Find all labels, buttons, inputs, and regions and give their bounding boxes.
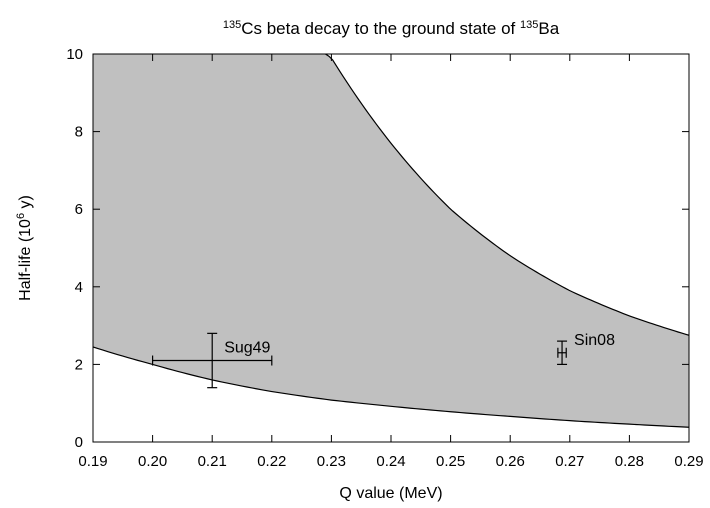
x-tick-label: 0.28: [615, 453, 644, 470]
allowed-region-band: [93, 54, 689, 428]
y-tick-label: 4: [75, 279, 83, 296]
x-tick-label: 0.24: [376, 453, 405, 470]
x-tick-label: 0.26: [496, 453, 525, 470]
y-tick-label: 6: [75, 201, 83, 218]
point-label: Sug49: [224, 340, 270, 357]
y-axis-title: Half-life (106 y): [15, 195, 34, 301]
point-label: Sin08: [574, 332, 615, 349]
x-tick-label: 0.23: [317, 453, 346, 470]
y-tick-label: 10: [66, 46, 83, 63]
x-axis-title: Q value (MeV): [339, 485, 442, 502]
data-point-sin08: Sin08: [557, 332, 615, 365]
lower-bound-curve: [93, 346, 689, 428]
y-tick-label: 2: [75, 356, 83, 373]
x-tick-label: 0.19: [78, 453, 107, 470]
data-point-sug49: Sug49: [152, 332, 273, 389]
x-tick-label: 0.27: [555, 453, 584, 470]
x-tick-label: 0.25: [436, 453, 465, 470]
chart-title: 135Cs beta decay to the ground state of …: [223, 19, 560, 38]
x-tick-label: 0.29: [674, 453, 703, 470]
y-tick-label: 8: [75, 124, 83, 141]
y-tick-label: 0: [75, 434, 83, 451]
upper-bound-curve: [325, 54, 689, 336]
x-tick-label: 0.20: [138, 453, 167, 470]
x-tick-label: 0.22: [257, 453, 286, 470]
x-tick-label: 0.21: [198, 453, 227, 470]
